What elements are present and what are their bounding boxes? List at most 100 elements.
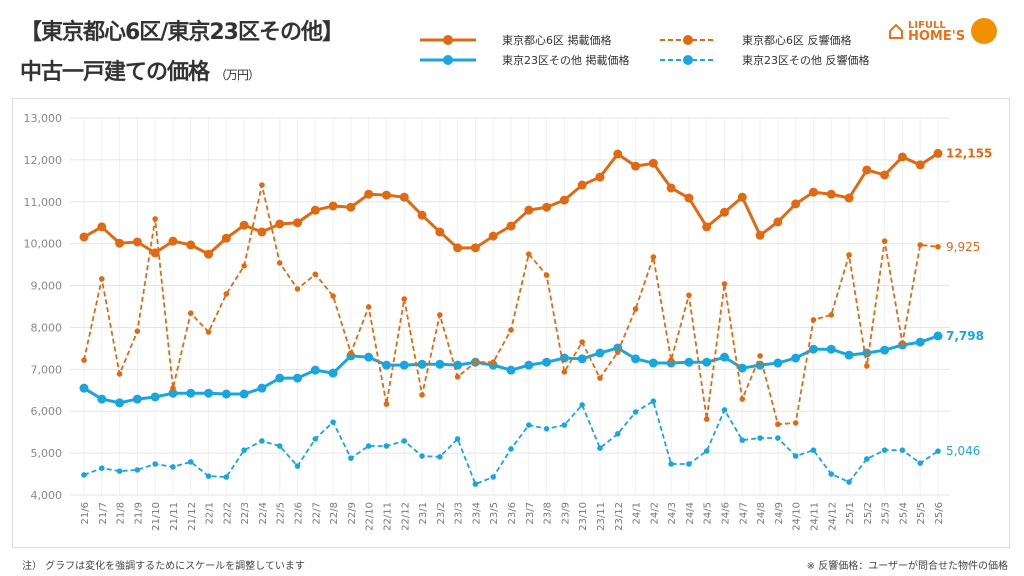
data-point	[632, 306, 639, 312]
data-point	[880, 345, 890, 355]
x-tick-label: 24/11	[809, 502, 820, 531]
data-point	[828, 312, 835, 318]
data-point	[846, 252, 852, 258]
x-tick-label: 21/10	[151, 502, 162, 531]
data-point	[862, 165, 872, 175]
data-point	[239, 389, 249, 399]
data-point	[437, 454, 443, 460]
data-point	[864, 456, 870, 462]
data-point	[508, 327, 514, 333]
x-tick-label: 22/6	[294, 502, 305, 524]
data-point	[720, 207, 729, 217]
data-point	[435, 227, 445, 237]
data-point	[864, 363, 870, 369]
data-point	[506, 365, 516, 375]
data-point	[346, 202, 356, 212]
x-tick-label: 23/12	[614, 502, 625, 531]
data-point	[276, 260, 283, 266]
data-point	[381, 190, 391, 200]
data-point	[686, 461, 692, 467]
x-tick-label: 22/1	[205, 502, 216, 524]
data-point	[470, 243, 480, 253]
data-point	[79, 383, 89, 393]
data-point	[775, 435, 781, 441]
data-point	[364, 189, 374, 199]
data-point	[559, 195, 569, 205]
data-point	[899, 340, 906, 346]
data-point	[312, 436, 319, 442]
legend-marker-dashed-blue	[660, 55, 716, 65]
data-point	[186, 388, 196, 398]
data-point	[791, 199, 801, 209]
data-point	[186, 240, 196, 250]
data-point	[132, 237, 142, 247]
data-point	[312, 271, 319, 278]
data-point	[348, 455, 354, 461]
data-point	[257, 227, 267, 237]
data-point	[419, 453, 425, 459]
x-tick-label: 21/12	[187, 502, 198, 531]
data-point	[381, 360, 391, 370]
x-tick-label: 24/3	[667, 502, 678, 524]
data-point	[933, 331, 943, 341]
data-point	[383, 401, 390, 407]
x-tick-label: 22/5	[276, 502, 287, 524]
x-tick-label: 22/12	[400, 502, 411, 531]
legend-marker-solid-blue	[420, 55, 476, 65]
data-point	[437, 312, 443, 318]
data-point	[720, 352, 729, 362]
data-point	[330, 293, 336, 299]
data-point	[613, 149, 623, 159]
data-point	[81, 357, 87, 363]
data-point	[525, 251, 532, 257]
footnote-left: 注） グラフは変化を強調するためにスケールを調整しています	[22, 561, 305, 572]
data-point	[597, 375, 603, 381]
data-point	[755, 230, 765, 240]
x-tick-label: 22/11	[382, 502, 393, 531]
x-tick-label: 24/4	[685, 502, 696, 524]
data-point	[579, 339, 585, 345]
data-point	[810, 317, 817, 323]
y-tick-label: 7,000	[31, 363, 63, 376]
x-tick-label: 22/10	[365, 502, 376, 531]
data-point	[115, 398, 125, 408]
data-point	[791, 353, 801, 363]
data-point	[257, 383, 267, 393]
unit-label: （万円）	[215, 68, 260, 82]
data-point	[721, 407, 728, 413]
legend-item-central-listing: 東京都心6区 掲載価格	[420, 30, 630, 50]
x-tick-label: 23/8	[543, 502, 554, 524]
data-point	[490, 359, 497, 366]
data-point	[132, 394, 142, 404]
data-point	[490, 474, 497, 480]
data-point	[826, 344, 836, 354]
data-point	[579, 402, 585, 408]
chart-title: 【東京都心6区/東京23区その他】	[20, 20, 344, 45]
data-point	[205, 329, 212, 335]
data-point	[702, 222, 712, 232]
data-point	[241, 447, 247, 453]
data-point	[187, 310, 194, 317]
x-tick-label: 24/5	[703, 502, 714, 524]
data-point	[239, 220, 249, 230]
logo-line1: LIFULL	[908, 20, 946, 31]
x-tick-label: 21/6	[80, 502, 91, 524]
data-point	[294, 286, 301, 292]
data-point	[187, 459, 194, 465]
x-tick-label: 23/11	[596, 502, 607, 531]
data-point	[648, 358, 658, 368]
data-point	[773, 358, 783, 368]
house-icon	[889, 23, 903, 39]
y-tick-label: 6,000	[31, 405, 63, 418]
data-point	[310, 365, 320, 375]
data-point	[773, 217, 783, 227]
x-tick-label: 25/2	[863, 502, 874, 524]
data-point	[703, 448, 710, 454]
data-point	[810, 447, 817, 453]
data-point	[631, 354, 641, 364]
data-point	[310, 205, 320, 215]
logo-line2: HOME'S	[908, 29, 966, 44]
data-point	[79, 232, 89, 242]
data-point	[597, 445, 603, 451]
